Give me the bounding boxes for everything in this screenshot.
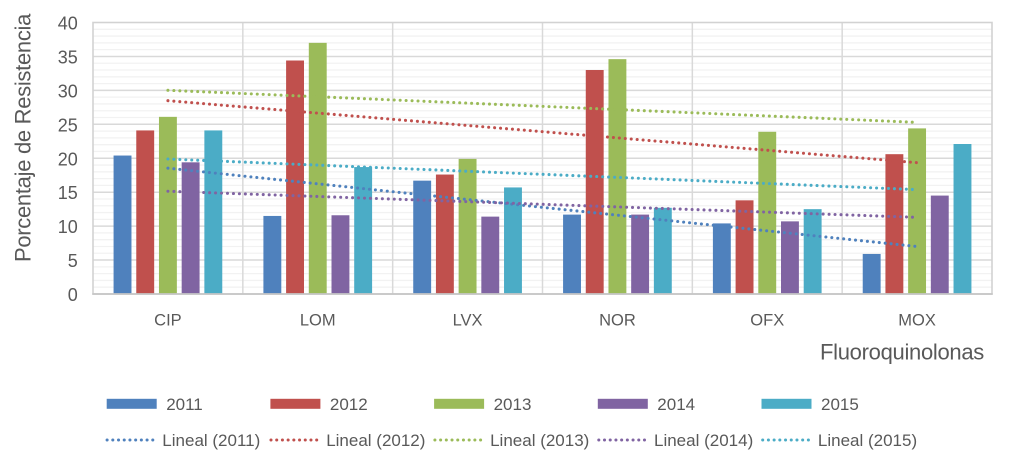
svg-text:Lineal (2011): Lineal (2011)	[162, 431, 260, 450]
svg-text:20: 20	[58, 149, 78, 169]
svg-text:NOR: NOR	[599, 312, 636, 330]
svg-text:2012: 2012	[330, 395, 368, 414]
svg-text:Lineal (2012): Lineal (2012)	[326, 431, 425, 450]
svg-text:40: 40	[58, 14, 78, 34]
svg-text:5: 5	[68, 251, 78, 271]
svg-text:35: 35	[58, 47, 78, 67]
svg-text:25: 25	[58, 115, 78, 135]
svg-text:Lineal (2013): Lineal (2013)	[490, 431, 589, 450]
svg-text:Lineal (2014): Lineal (2014)	[654, 431, 753, 450]
svg-text:15: 15	[58, 183, 78, 203]
svg-text:Lineal (2015): Lineal (2015)	[818, 431, 917, 450]
svg-text:2013: 2013	[494, 395, 532, 414]
svg-text:LVX: LVX	[453, 312, 483, 330]
svg-text:Porcentaje de Resistencia: Porcentaje de Resistencia	[11, 13, 36, 262]
svg-text:2011: 2011	[166, 395, 203, 414]
svg-text:OFX: OFX	[750, 312, 784, 330]
svg-text:2015: 2015	[821, 395, 859, 414]
svg-text:0: 0	[68, 285, 78, 305]
svg-text:MOX: MOX	[898, 312, 936, 330]
svg-text:30: 30	[58, 81, 78, 101]
svg-text:2014: 2014	[657, 395, 695, 414]
svg-text:Fluoroquinolonas: Fluoroquinolonas	[820, 340, 984, 365]
svg-text:LOM: LOM	[300, 312, 336, 330]
svg-text:CIP: CIP	[154, 312, 182, 330]
svg-text:10: 10	[58, 217, 78, 237]
